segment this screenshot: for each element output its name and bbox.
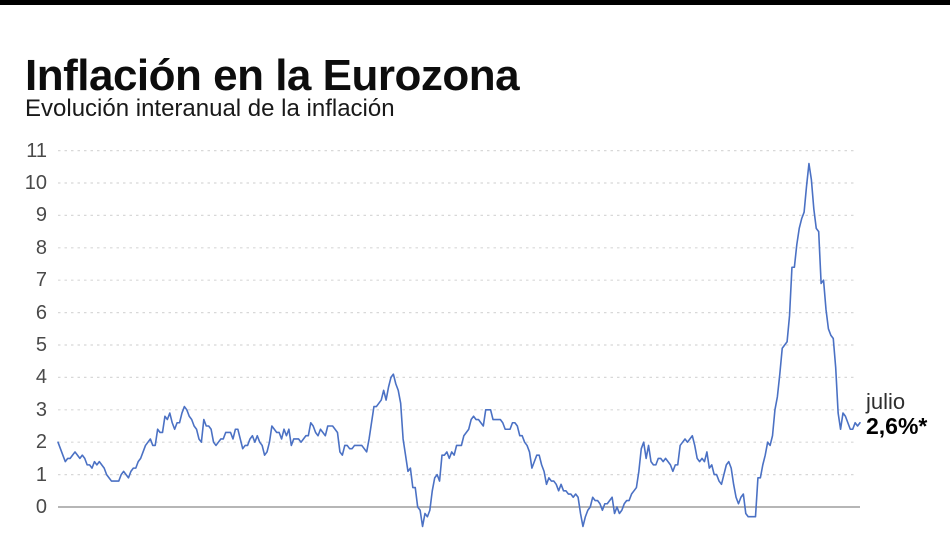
y-axis-tick-label: 2: [35, 431, 47, 454]
y-axis-tick-label: 4: [35, 366, 47, 389]
page-title: Inflación en la Eurozona: [25, 51, 520, 101]
y-axis-tick-label: 6: [35, 301, 47, 324]
y-axis-tick-label: 7: [35, 269, 47, 292]
top-accent-bar: [0, 0, 950, 5]
y-axis-tick-label: 10: [24, 172, 47, 194]
y-axis-tick-label: 11: [26, 139, 47, 162]
inflation-series-line: [57, 162, 861, 528]
y-axis-tick-label: 1: [35, 463, 47, 486]
annotation-value-label: 2,6%*: [866, 413, 928, 439]
y-axis-tick-label: 3: [35, 398, 47, 421]
y-axis-tick-label: 0: [35, 496, 47, 518]
last-point-annotation: julio 2,6%*: [866, 391, 950, 438]
y-axis-tick-label: 5: [35, 334, 47, 356]
y-axis: 0 1 2 3 4 5 6 7 8 9 10 11: [0, 0, 47, 533]
page-subtitle: Evolución interanual de la inflación: [25, 95, 395, 122]
y-axis-tick-label: 8: [35, 236, 47, 259]
y-axis-tick-label: 9: [35, 204, 47, 227]
annotation-month-label: julio: [866, 389, 906, 414]
